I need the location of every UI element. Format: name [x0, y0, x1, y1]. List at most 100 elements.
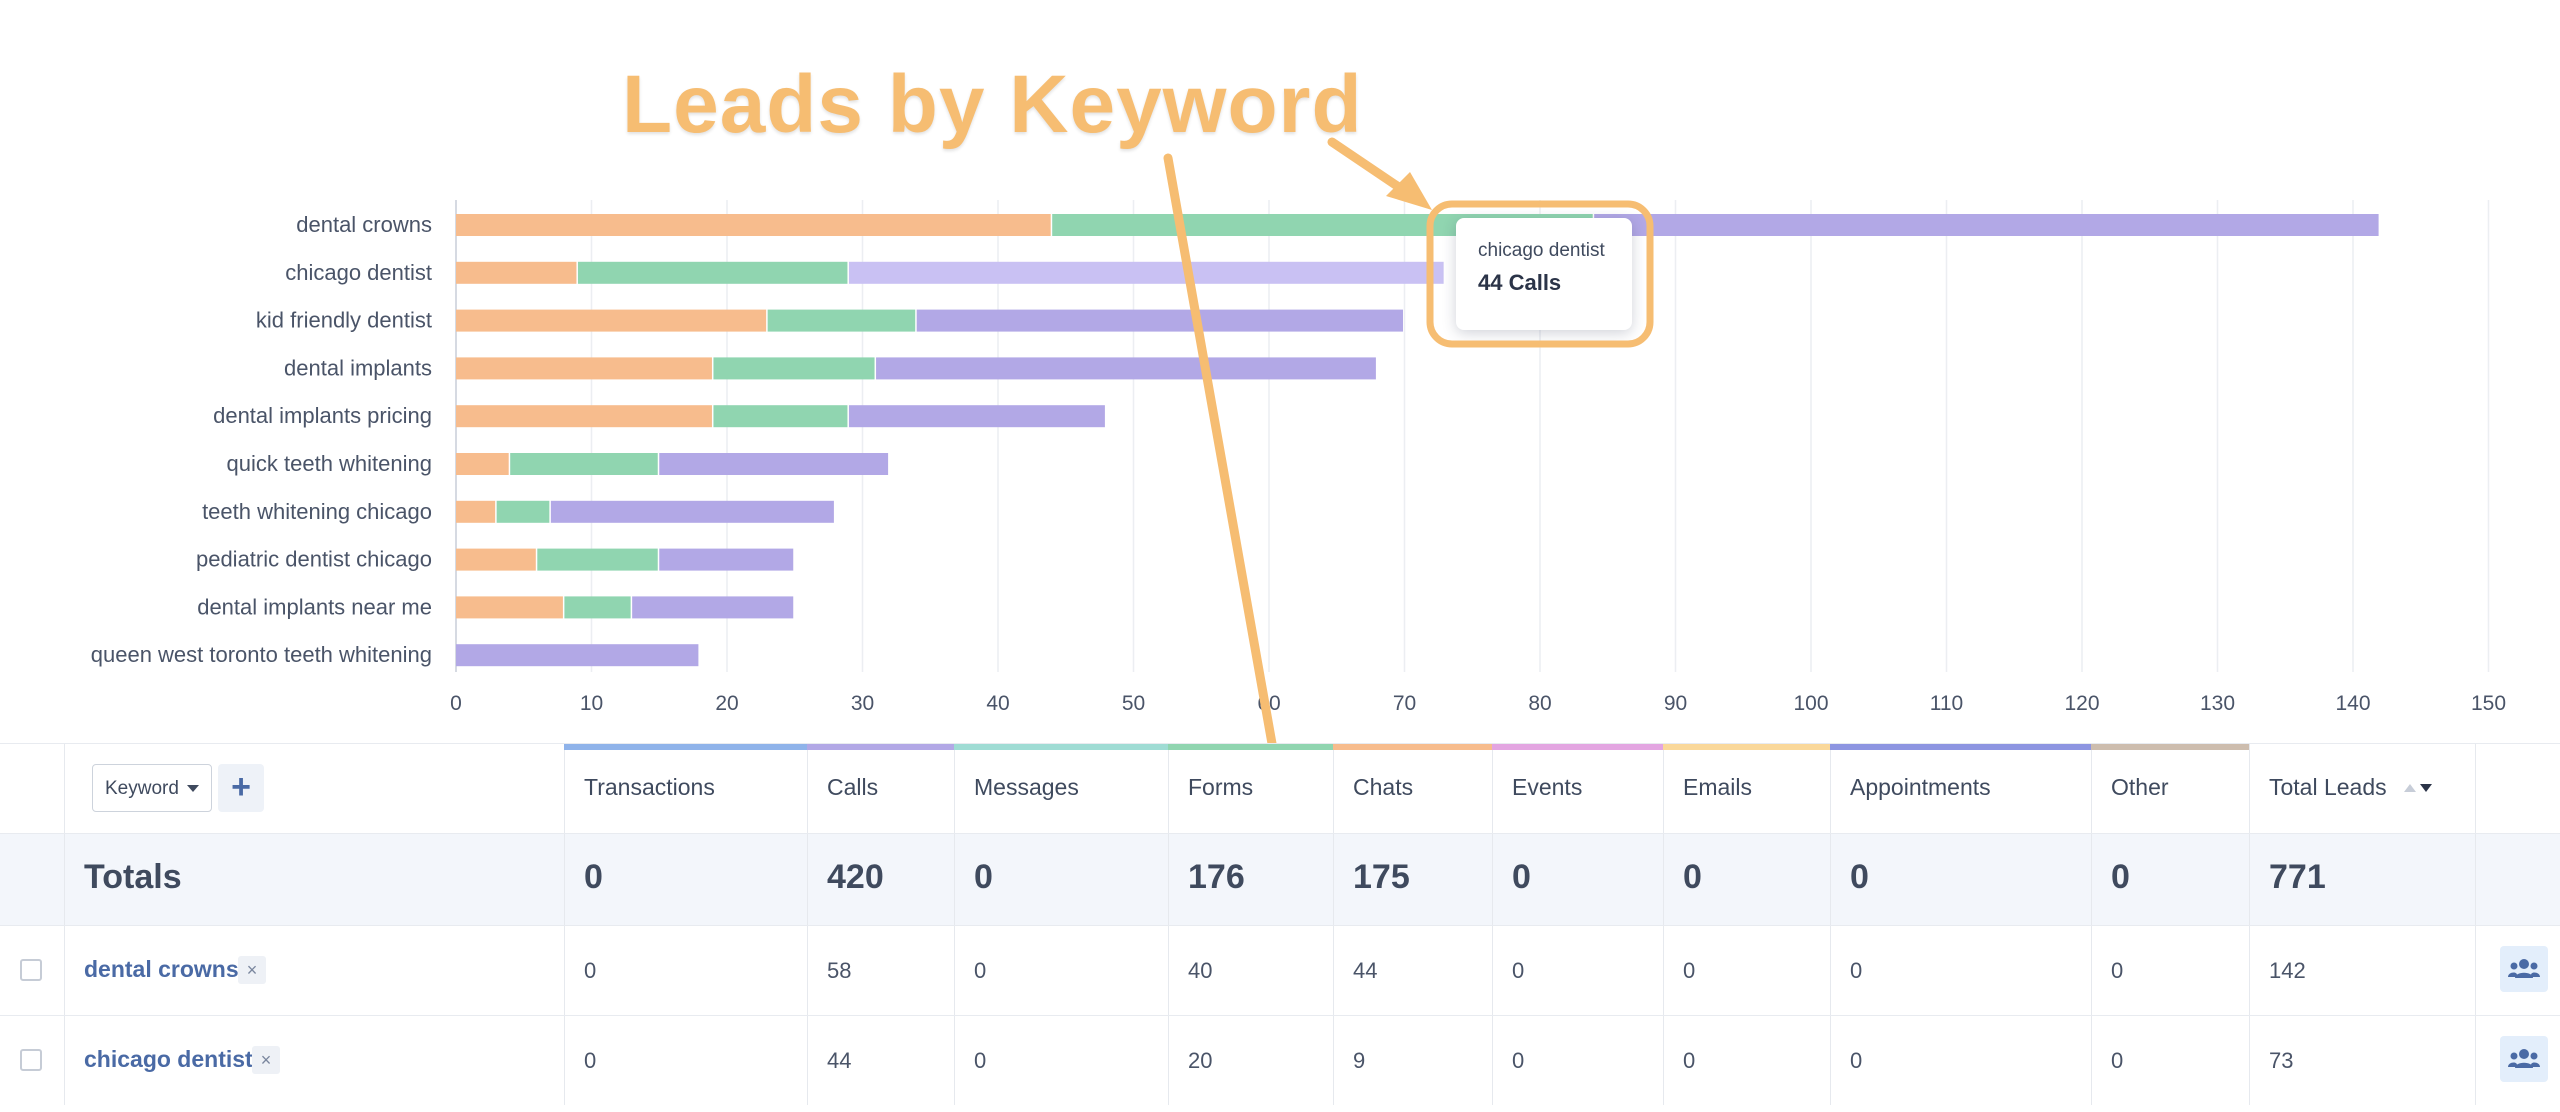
- totals-value: 420: [827, 858, 884, 896]
- bar-segment[interactable]: [632, 596, 794, 619]
- column-header[interactable]: Chats: [1353, 774, 1414, 800]
- bar-segment[interactable]: [537, 548, 658, 571]
- bar-segment[interactable]: [848, 405, 1105, 428]
- column-divider: [1333, 744, 1334, 833]
- keyword-select-label: Keyword: [105, 778, 179, 799]
- view-contacts-button[interactable]: [2500, 1036, 2548, 1082]
- column-divider: [1663, 744, 1664, 833]
- column-divider: [2249, 1016, 2250, 1105]
- tooltip-value: 44 Calls: [1478, 270, 1562, 295]
- row-checkbox[interactable]: [20, 1049, 42, 1071]
- x-tick-label: 60: [1257, 692, 1280, 715]
- bar-segment[interactable]: [713, 405, 848, 428]
- column-header[interactable]: Total Leads: [2269, 774, 2387, 800]
- bar-segment[interactable]: [456, 405, 712, 428]
- bar-segment[interactable]: [577, 261, 848, 284]
- table-row: dental crowns × 0 58 0 40 44 0 0 0 0 142: [0, 925, 2560, 1015]
- column-header[interactable]: Appointments: [1850, 774, 1991, 800]
- column-divider: [2475, 744, 2476, 833]
- cell-value: 0: [974, 1048, 987, 1073]
- cell-value: 73: [2269, 1048, 2294, 1073]
- column-color-bar: [1663, 744, 1830, 750]
- bar-segment[interactable]: [456, 261, 577, 284]
- totals-value: 0: [974, 858, 993, 896]
- column-header[interactable]: Emails: [1683, 774, 1753, 800]
- bar-segment[interactable]: [659, 453, 889, 475]
- column-divider: [64, 1016, 65, 1105]
- bar-segment[interactable]: [916, 309, 1403, 332]
- bar-segment[interactable]: [456, 548, 536, 571]
- cell-value: 58: [827, 958, 852, 983]
- keyword-link[interactable]: chicago dentist: [84, 1046, 253, 1072]
- column-divider: [564, 744, 565, 833]
- tooltip-title: chicago dentist: [1478, 240, 1605, 261]
- bar-segment[interactable]: [1594, 214, 2379, 236]
- cell-value: 142: [2269, 958, 2306, 983]
- column-divider: [564, 1016, 565, 1105]
- totals-value: 0: [1850, 858, 1869, 896]
- column-header[interactable]: Transactions: [584, 774, 715, 800]
- cell-value: 0: [584, 1048, 597, 1073]
- sort-arrows-icon[interactable]: [2404, 780, 2434, 794]
- column-header[interactable]: Events: [1512, 774, 1583, 800]
- column-divider: [1830, 1016, 1831, 1105]
- bar-segment[interactable]: [456, 596, 563, 619]
- users-icon: [2508, 959, 2540, 978]
- chart-x-axis: 0 10 20 30 40 50 60 70 80 90 100 110 120 130 140 150: [450, 692, 2506, 715]
- bar-segment[interactable]: [713, 357, 875, 380]
- column-divider: [954, 744, 955, 833]
- column-divider: [1168, 1016, 1169, 1105]
- remove-keyword-button[interactable]: ×: [252, 1046, 280, 1074]
- keyword-dimension-select[interactable]: Keyword: [92, 764, 212, 812]
- view-contacts-button[interactable]: [2500, 946, 2548, 992]
- cell-value: 44: [827, 1048, 852, 1073]
- keyword-link[interactable]: dental crowns: [84, 956, 239, 982]
- category-label: dental crowns: [296, 212, 432, 237]
- cell-value: 9: [1353, 1048, 1366, 1073]
- x-tick-label: 100: [1793, 692, 1828, 715]
- chart-tooltip: chicago dentist 44 Calls: [1456, 218, 1632, 330]
- bar-segment[interactable]: [496, 500, 550, 523]
- cell-value: 0: [2111, 1048, 2124, 1073]
- totals-value: 771: [2269, 858, 2326, 896]
- row-checkbox[interactable]: [20, 959, 42, 981]
- users-icon: [2508, 1049, 2540, 1068]
- totals-value: 0: [2111, 858, 2130, 896]
- column-header[interactable]: Calls: [827, 774, 879, 800]
- annotation-title: Leads by Keyword: [622, 59, 1363, 150]
- cell-value: 0: [1512, 958, 1525, 983]
- category-label: dental implants pricing: [213, 403, 432, 428]
- x-tick-label: 0: [450, 692, 462, 715]
- column-color-bar: [1333, 744, 1492, 750]
- bar-segment[interactable]: [564, 596, 631, 619]
- bar-segment[interactable]: [456, 500, 496, 523]
- column-header[interactable]: Other: [2111, 774, 2169, 800]
- x-tick-label: 150: [2471, 692, 2506, 715]
- x-tick-label: 20: [715, 692, 738, 715]
- remove-keyword-button[interactable]: ×: [238, 956, 266, 984]
- bar-segment[interactable]: [456, 214, 1051, 236]
- bar-segment[interactable]: [848, 261, 1444, 284]
- bar-segment[interactable]: [767, 309, 916, 332]
- column-header[interactable]: Forms: [1188, 774, 1254, 800]
- column-header[interactable]: Messages: [974, 774, 1079, 800]
- bar-segment[interactable]: [456, 644, 699, 667]
- bar-segment[interactable]: [456, 309, 767, 332]
- bar-segment[interactable]: [876, 357, 1376, 380]
- bar-segment[interactable]: [510, 453, 658, 475]
- bar-segment[interactable]: [659, 548, 794, 571]
- column-divider: [564, 926, 565, 1015]
- x-tick-label: 140: [2335, 692, 2370, 715]
- bar-segment[interactable]: [550, 500, 834, 523]
- bar-segment[interactable]: [456, 357, 712, 380]
- column-divider: [64, 744, 65, 833]
- column-divider: [1168, 834, 1169, 925]
- cell-value: 0: [1850, 958, 1863, 983]
- column-divider: [1492, 1016, 1493, 1105]
- column-divider: [64, 834, 65, 925]
- bar-segment[interactable]: [456, 453, 509, 475]
- column-divider: [2475, 1016, 2476, 1105]
- add-dimension-button[interactable]: +: [218, 764, 264, 812]
- column-divider: [807, 834, 808, 925]
- column-color-bar: [2091, 744, 2249, 750]
